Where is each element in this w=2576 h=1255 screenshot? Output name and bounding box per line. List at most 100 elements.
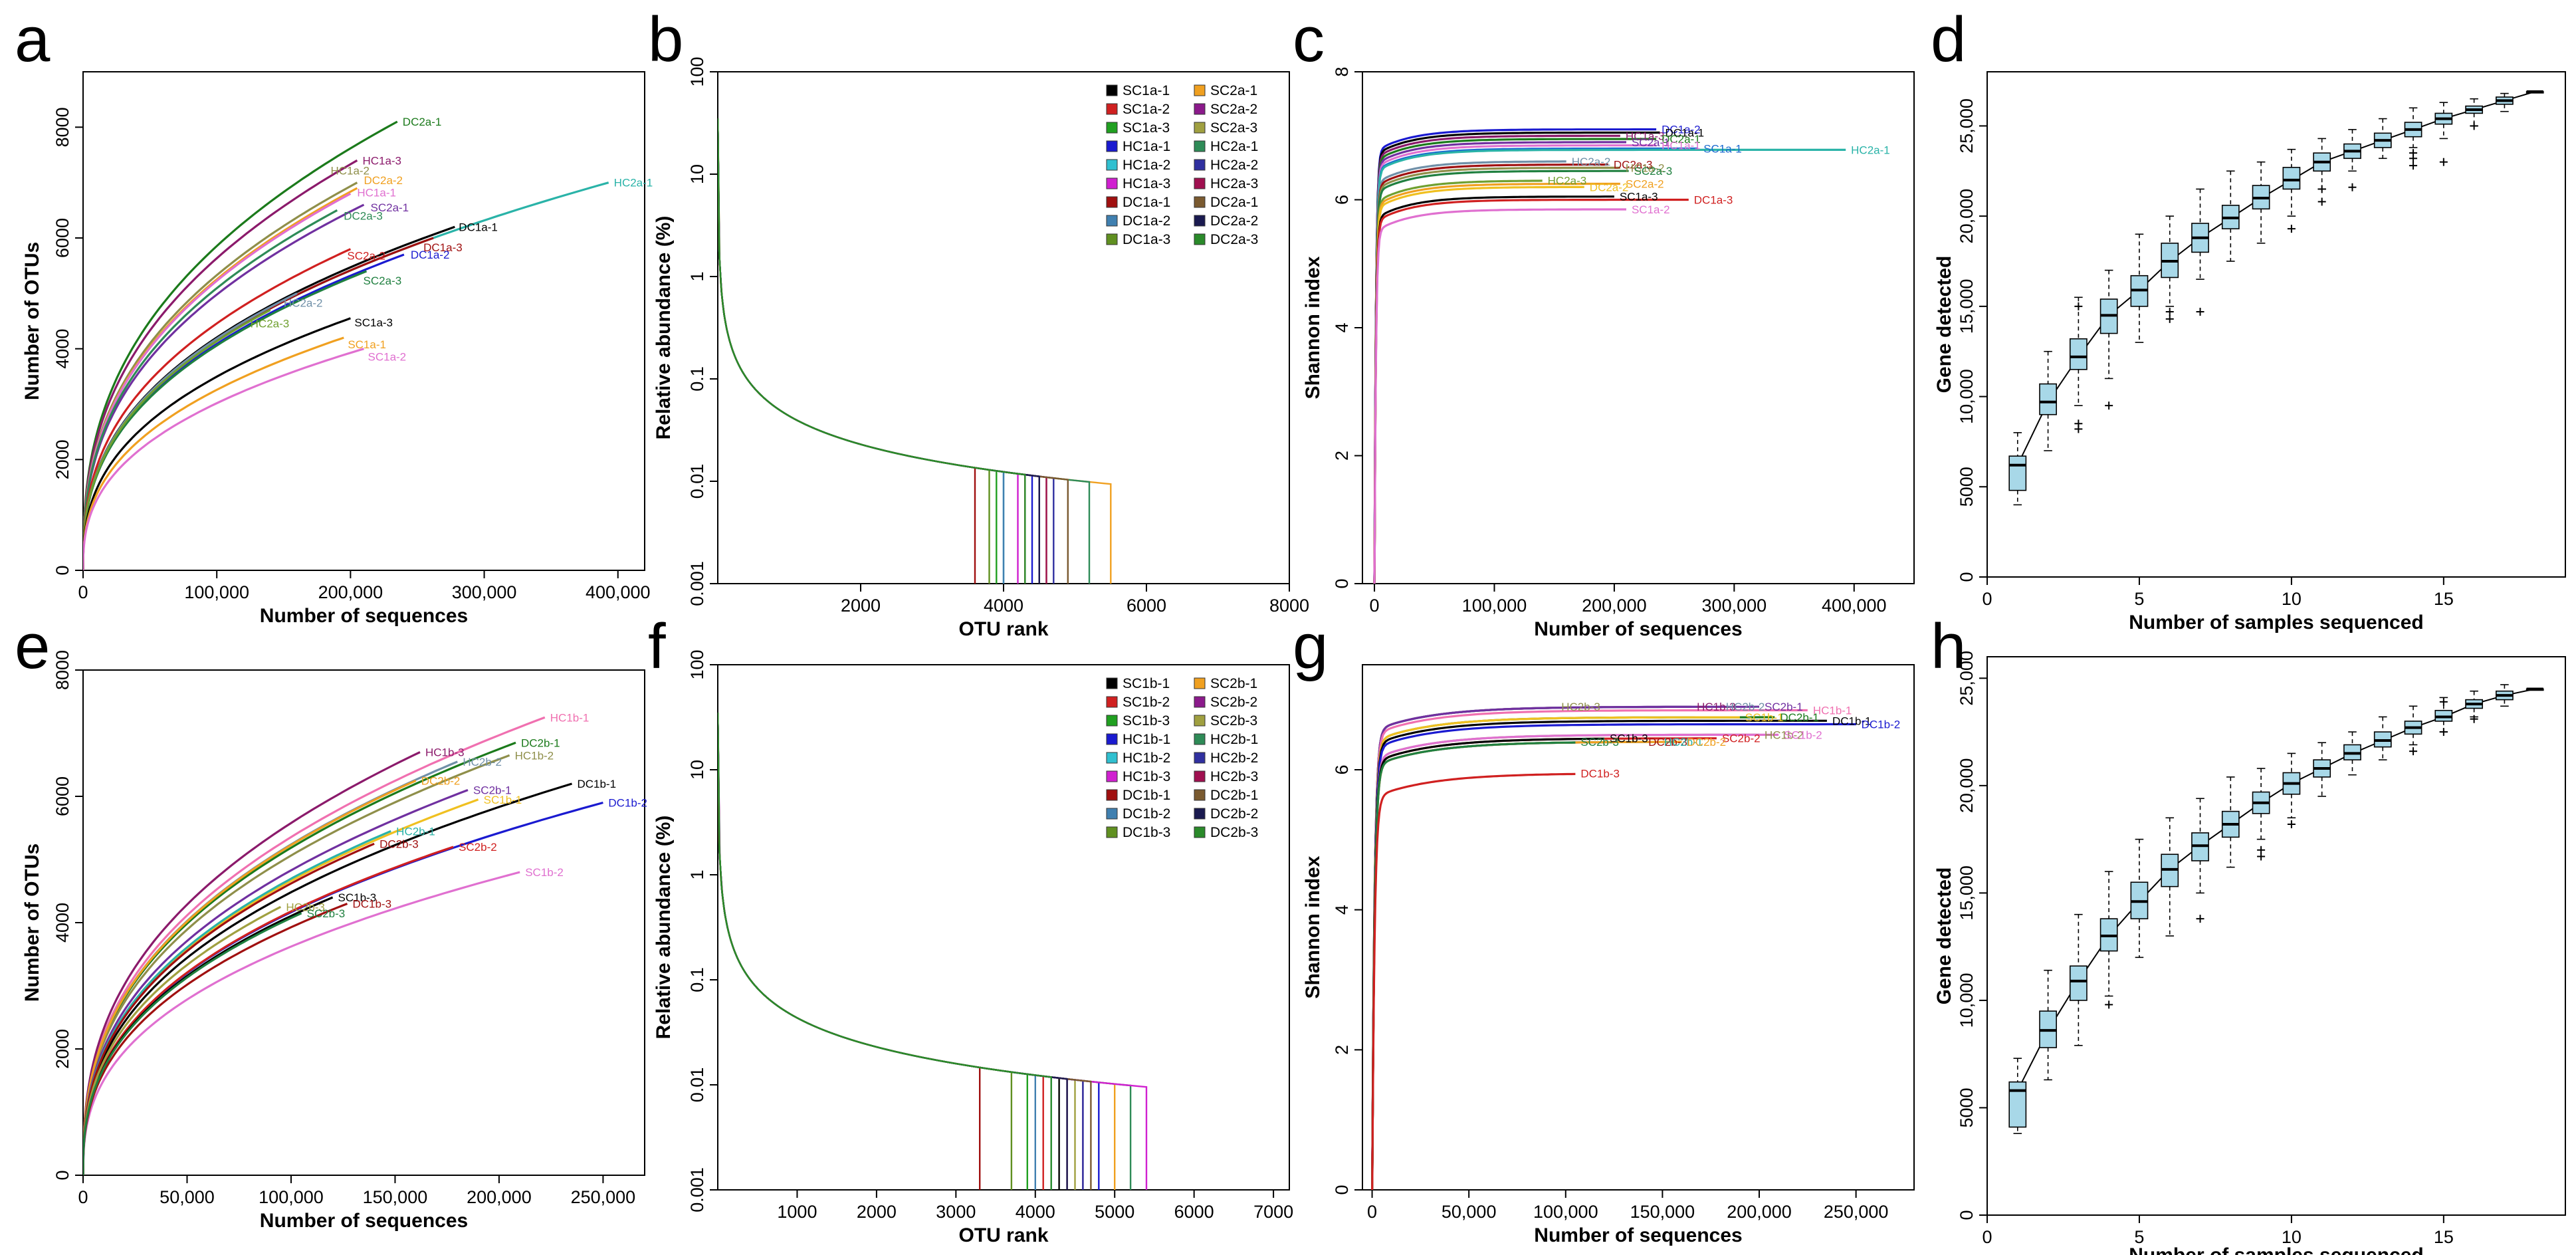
legend-label-DC1a-3: DC1a-3 xyxy=(1123,232,1170,247)
y-tick-label: 15,000 xyxy=(1957,865,1977,921)
series-line-HC2a-3 xyxy=(83,308,271,570)
y-tick-label: 4 xyxy=(1332,905,1352,915)
y-tick-label: 8000 xyxy=(53,107,72,147)
series-line-SC1b-1 xyxy=(1371,716,1740,1190)
box-18 xyxy=(2525,90,2544,94)
plot-area xyxy=(2008,684,2544,1135)
box-7 xyxy=(2191,798,2209,923)
legend-box xyxy=(1100,673,1279,850)
panel-d: d 0 5 10 15 0 5000 10,000 15,000 20,000 25,000 Numb… xyxy=(1931,4,2566,633)
legend-label-HC1a-2: HC1a-2 xyxy=(1123,158,1170,173)
legend-swatch-HC1a-3 xyxy=(1106,177,1118,189)
series-label-HC2b-2: HC2b-2 xyxy=(1726,701,1765,713)
series-label-SC2b-1: SC2b-1 xyxy=(473,784,512,797)
series-label-SC1b-2: SC1b-2 xyxy=(525,866,564,879)
series-label-HC2a-3: HC2a-3 xyxy=(251,317,290,330)
series-label-SC1a-3: SC1a-3 xyxy=(354,316,393,329)
plot-area xyxy=(718,118,1112,584)
y-tick-label: 2000 xyxy=(53,1029,72,1069)
y-tick-label: 6 xyxy=(1332,764,1352,774)
legend-swatch-DC2a-2 xyxy=(1194,215,1206,227)
legend-label-SC2b-3: SC2b-3 xyxy=(1210,713,1257,729)
series-line-SC1a-1 xyxy=(1373,147,1699,584)
legend-swatch-DC1a-1 xyxy=(1106,196,1118,208)
y-tick-label: 0.01 xyxy=(687,464,707,499)
series-label-HC2a-3: HC2a-3 xyxy=(1548,175,1587,187)
legend-label-SC1a-3: SC1a-3 xyxy=(1123,120,1170,136)
x-tick-label: 6000 xyxy=(1127,596,1166,616)
x-tick-label: 2000 xyxy=(857,1202,897,1222)
y-tick-label: 2000 xyxy=(53,439,72,479)
series-line-SC1a-1 xyxy=(83,336,344,570)
y-tick-label: 0 xyxy=(1332,578,1352,588)
y-tick-label: 100 xyxy=(687,57,707,86)
series-label-SC1b-1: SC1b-1 xyxy=(484,794,522,806)
series-line-DC2a-2 xyxy=(1373,185,1584,584)
series-label-HC1b-1: HC1b-1 xyxy=(1813,704,1852,717)
series-line-DC2a-1 xyxy=(1373,138,1657,584)
y-tick-label: 1 xyxy=(687,271,707,281)
series-line-SC1b-1 xyxy=(718,712,1060,1190)
series-line-HC2b-3 xyxy=(83,905,282,1175)
y-tick-label: 2 xyxy=(1332,1045,1352,1055)
legend-label-SC1a-2: SC1a-2 xyxy=(1123,102,1170,117)
y-tick-label: 0 xyxy=(1957,572,1977,582)
panel-label-e: e xyxy=(15,611,50,682)
x-axis-title: Number of sequences xyxy=(1534,618,1742,640)
x-tick-label: 0 xyxy=(1982,1227,1992,1247)
legend-swatch-SC1a-3 xyxy=(1106,122,1118,134)
series-line-DC1a-3 xyxy=(718,118,990,584)
series-label-SC2b-3: SC2b-3 xyxy=(307,907,346,920)
x-tick-label: 5 xyxy=(2134,589,2144,609)
median-trend-line xyxy=(2016,90,2535,466)
legend-label-DC2b-2: DC2b-2 xyxy=(1210,806,1258,822)
legend-swatch-SC2b-1 xyxy=(1194,677,1206,689)
box-14 xyxy=(2404,107,2422,170)
legend-swatch-SC1a-2 xyxy=(1106,103,1118,115)
series-line-DC1a-2 xyxy=(1373,128,1657,584)
y-tick-label: 10,000 xyxy=(1957,369,1977,424)
y-axis-title: Gene detected xyxy=(1933,867,1955,1005)
x-tick-label: 8000 xyxy=(1269,596,1309,616)
legend-label-SC1b-2: SC1b-2 xyxy=(1123,695,1170,710)
plot-frame xyxy=(717,664,1290,1191)
median-trend-line xyxy=(2016,688,2535,1091)
legend-swatch-HC2b-3 xyxy=(1194,770,1206,782)
y-tick-label: 5000 xyxy=(1957,1087,1977,1127)
legend-swatch-DC2b-2 xyxy=(1194,808,1206,820)
y-tick-label: 10,000 xyxy=(1957,973,1977,1028)
series-label-HC1a-2: HC1a-2 xyxy=(330,165,370,177)
series-label-HC2b-1: HC2b-1 xyxy=(396,825,435,838)
box-6 xyxy=(2161,817,2179,937)
series-label-SC1a-3: SC1a-3 xyxy=(1620,191,1658,203)
box-12 xyxy=(2343,731,2361,776)
x-tick-label: 0 xyxy=(1982,589,1992,609)
series-line-SC2a-1 xyxy=(718,118,1112,584)
y-tick-label: 15,000 xyxy=(1957,279,1977,334)
series-label-DC2a-2: DC2a-2 xyxy=(364,174,403,187)
x-tick-label: 150,000 xyxy=(1630,1202,1695,1222)
series-label-DC1b-2: DC1b-2 xyxy=(608,797,647,810)
series-line-DC1a-1 xyxy=(718,118,976,584)
box-5 xyxy=(2130,233,2149,343)
x-tick-label: 0 xyxy=(1367,1202,1377,1222)
series-label-SC2a-3: SC2a-3 xyxy=(364,275,402,287)
legend-label-DC2b-1: DC2b-1 xyxy=(1210,788,1258,803)
series-label-SC2a-1: SC2a-1 xyxy=(371,201,409,214)
series-label-SC1a-2: SC1a-2 xyxy=(368,351,407,364)
y-tick-label: 25,000 xyxy=(1957,98,1977,154)
y-tick-label: 4000 xyxy=(53,903,72,943)
series-line-HC1b-3 xyxy=(83,751,421,1175)
legend-label-DC2b-3: DC2b-3 xyxy=(1210,825,1258,840)
x-tick-label: 100,000 xyxy=(1533,1202,1598,1222)
x-tick-label: 2000 xyxy=(841,596,881,616)
series-label-SC2a-2: SC2a-2 xyxy=(1626,177,1664,190)
legend-swatch-SC2b-2 xyxy=(1194,696,1206,708)
series-label-HC2a-1: HC2a-1 xyxy=(1851,144,1890,156)
series-label-DC2a-1: DC2a-1 xyxy=(403,116,442,128)
y-axis-title: Relative abundance (%) xyxy=(653,816,675,1040)
series-line-HC2b-2 xyxy=(718,712,1084,1190)
series-label-SC1a-1: SC1a-1 xyxy=(1703,143,1742,156)
box-2 xyxy=(2039,350,2057,451)
x-tick-label: 400,000 xyxy=(586,582,651,602)
